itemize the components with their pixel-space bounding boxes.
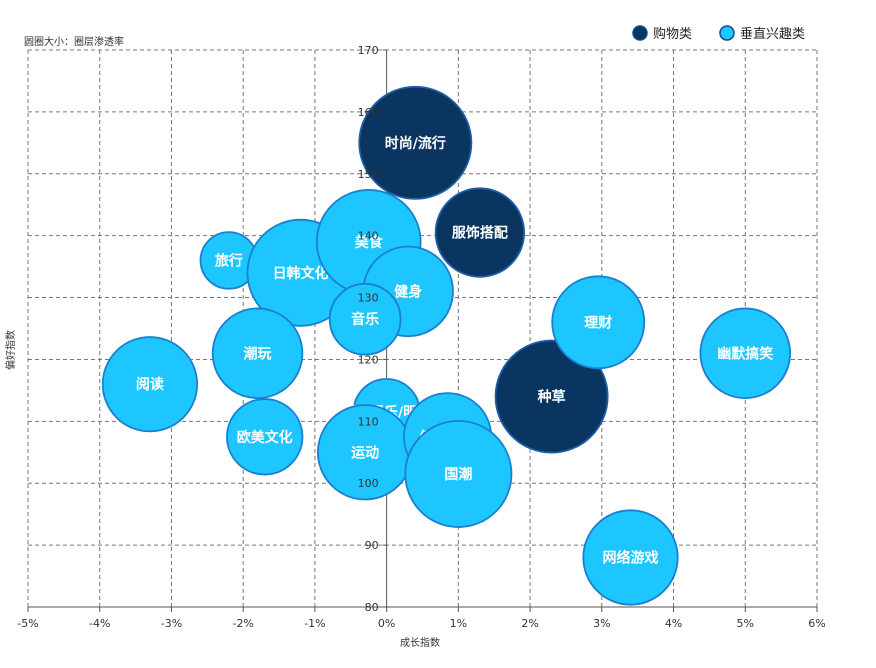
bubble-label: 旅行 bbox=[215, 252, 243, 269]
y-tick-label: 150 bbox=[358, 168, 379, 181]
y-axis-title: 偏好指数 bbox=[4, 330, 17, 370]
bubble-circle bbox=[226, 398, 304, 476]
bubble-circle bbox=[211, 307, 304, 399]
x-tick-label: 2% bbox=[521, 617, 538, 630]
bubble-1-9[interactable]: 欧美文化 bbox=[226, 398, 304, 476]
legend-swatch-vertical-interest bbox=[719, 25, 735, 41]
bubble-circle bbox=[434, 187, 526, 278]
bubble-circle bbox=[358, 85, 473, 200]
x-tick-label: -2% bbox=[232, 617, 253, 630]
bubble-label: 时尚/流行 bbox=[385, 135, 446, 152]
bubble-1-11[interactable]: 运动 bbox=[317, 404, 414, 501]
bubble-label: 音乐 bbox=[351, 311, 379, 328]
x-tick-labels: -5% -4% -3% -2% -1% 0% 1% 2% 3% 4% 5% 6% bbox=[17, 617, 825, 630]
bubble-0-1[interactable]: 服饰搭配 bbox=[434, 187, 526, 278]
y-tick-label: 170 bbox=[358, 44, 379, 57]
x-tick-label: 4% bbox=[665, 617, 682, 630]
x-tick-label: 5% bbox=[737, 617, 754, 630]
bubble-1-4[interactable]: 音乐 bbox=[328, 282, 402, 356]
bubble-1-13[interactable]: 国潮 bbox=[404, 419, 513, 528]
bubble-circle bbox=[494, 339, 609, 454]
x-tick-label: -5% bbox=[17, 617, 38, 630]
y-tick-label: 140 bbox=[358, 230, 379, 243]
y-tick-label: 90 bbox=[365, 539, 379, 552]
x-tick-label: -1% bbox=[304, 617, 325, 630]
x-tick-label: 3% bbox=[593, 617, 610, 630]
bubble-label: 网络游戏 bbox=[603, 549, 659, 566]
x-tick-label: 1% bbox=[450, 617, 467, 630]
bubble-label: 服饰搭配 bbox=[452, 225, 508, 242]
x-tick-label: -4% bbox=[89, 617, 110, 630]
size-note: 圆圈大小：圈层渗透率 bbox=[24, 35, 124, 48]
bubble-circle bbox=[551, 275, 646, 370]
bubble-1-14[interactable]: 网络游戏 bbox=[582, 509, 679, 606]
bubble-circle bbox=[582, 509, 679, 606]
x-tick-label: -3% bbox=[161, 617, 182, 630]
y-tick-labels: 80 90 100 110 120 130 140 150 160 170 bbox=[358, 44, 379, 614]
bubble-label: 种草 bbox=[537, 389, 566, 406]
legend-swatch-shopping bbox=[632, 25, 648, 41]
bubble-label: 健身 bbox=[394, 283, 422, 300]
bubble-0-0[interactable]: 时尚/流行 bbox=[358, 85, 473, 200]
bubble-label: 幽默搞笑 bbox=[717, 345, 773, 362]
legend-item-vertical-interest[interactable]: 垂直兴趣类 bbox=[719, 25, 805, 42]
bubble-circle bbox=[699, 307, 792, 399]
y-tick-label: 130 bbox=[358, 292, 379, 305]
x-tick-label: 6% bbox=[808, 617, 825, 630]
bubble-label: 阅读 bbox=[136, 376, 164, 393]
bubble-1-6[interactable]: 幽默搞笑 bbox=[699, 307, 792, 399]
bubble-1-8[interactable]: 阅读 bbox=[101, 336, 199, 433]
bubble-label: 美食 bbox=[355, 234, 384, 251]
bubble-label: 欧美文化 bbox=[237, 429, 293, 446]
bubble-circle bbox=[404, 419, 513, 528]
legend: 购物类 垂直兴趣类 bbox=[632, 25, 805, 42]
bubble-1-5[interactable]: 理财 bbox=[551, 275, 646, 370]
x-tick-label: 0% bbox=[378, 617, 395, 630]
legend-label-vertical-interest: 垂直兴趣类 bbox=[740, 27, 805, 42]
bubble-label: 理财 bbox=[584, 314, 612, 331]
y-tick-label: 120 bbox=[358, 353, 379, 366]
bubble-0-2[interactable]: 种草 bbox=[494, 339, 609, 454]
y-tick-label: 100 bbox=[358, 477, 379, 490]
bubbles: 时尚/流行服饰搭配种草旅行日韩文化美食健身音乐理财幽默搞笑潮玩阅读欧美文化影视娱… bbox=[101, 85, 792, 606]
legend-label-shopping: 购物类 bbox=[653, 26, 692, 42]
bubble-label: 运动 bbox=[351, 444, 379, 461]
y-tick-label: 110 bbox=[358, 415, 379, 428]
x-axis-title: 成长指数 bbox=[400, 636, 440, 649]
y-tick-label: 160 bbox=[358, 106, 379, 119]
bubble-circle bbox=[328, 282, 402, 356]
bubble-1-7[interactable]: 潮玩 bbox=[211, 307, 304, 399]
bubble-1-0[interactable]: 旅行 bbox=[199, 231, 259, 290]
legend-item-shopping[interactable]: 购物类 bbox=[632, 25, 692, 42]
bubble-label: 日韩文化 bbox=[273, 265, 329, 282]
y-tick-label: 80 bbox=[365, 601, 379, 614]
bubble-label: 潮玩 bbox=[244, 345, 272, 362]
bubble-label: 国潮 bbox=[444, 466, 472, 483]
bubble-circle bbox=[101, 336, 199, 433]
